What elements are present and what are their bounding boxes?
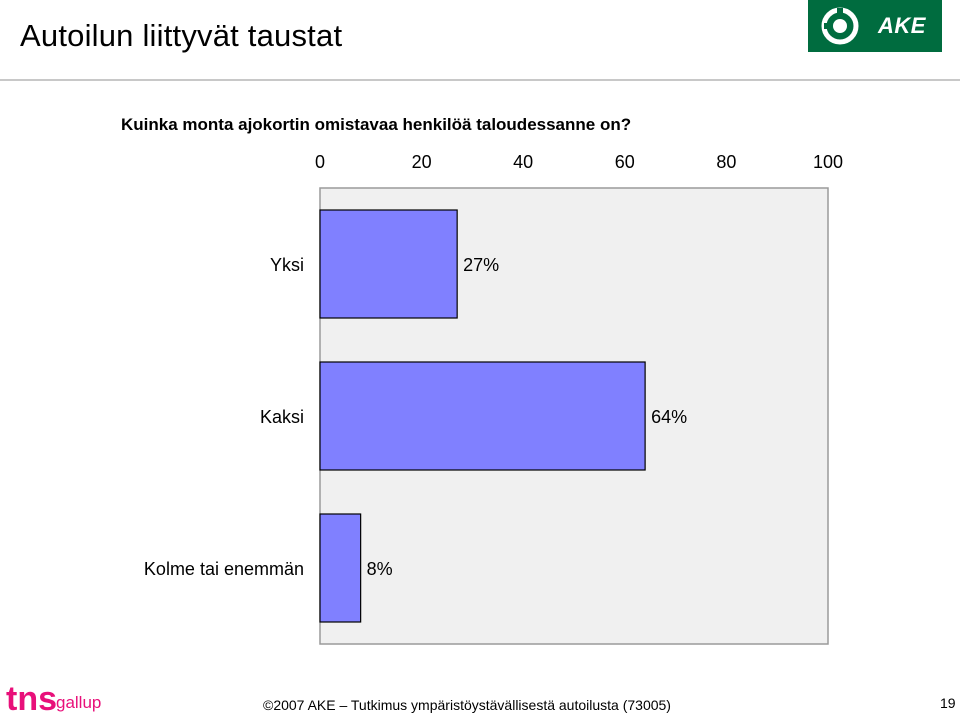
data-label: 64% [651,407,687,427]
ake-emblem-icon [821,7,859,45]
category-label: Yksi [270,255,304,275]
bar [319,513,362,623]
page-number: 19 [940,695,956,711]
ake-logo-text: AKE [878,13,926,38]
slide-title: Autoilun liittyvät taustat [20,18,343,53]
x-tick-label: 20 [412,152,432,172]
tns-logo-text: tns [6,680,57,718]
ake-logo: AKE [808,0,942,52]
footer-copyright: ©2007 AKE – Tutkimus ympäristöystävällis… [263,697,671,713]
gallup-logo-text: gallup [56,693,101,712]
data-label: 8% [367,559,393,579]
bar [319,209,458,319]
category-label: Kolme tai enemmän [144,559,304,579]
category-label: Kaksi [260,407,304,427]
tns-gallup-logo: tns gallup [6,668,106,725]
data-label: 27% [463,255,499,275]
title-divider [0,79,960,81]
question-text: Kuinka monta ajokortin omistavaa henkilö… [121,115,632,134]
x-tick-label: 60 [615,152,635,172]
x-tick-label: 80 [716,152,736,172]
x-tick-label: 100 [813,152,843,172]
bar [319,361,646,471]
x-tick-label: 0 [315,152,325,172]
x-tick-label: 40 [513,152,533,172]
